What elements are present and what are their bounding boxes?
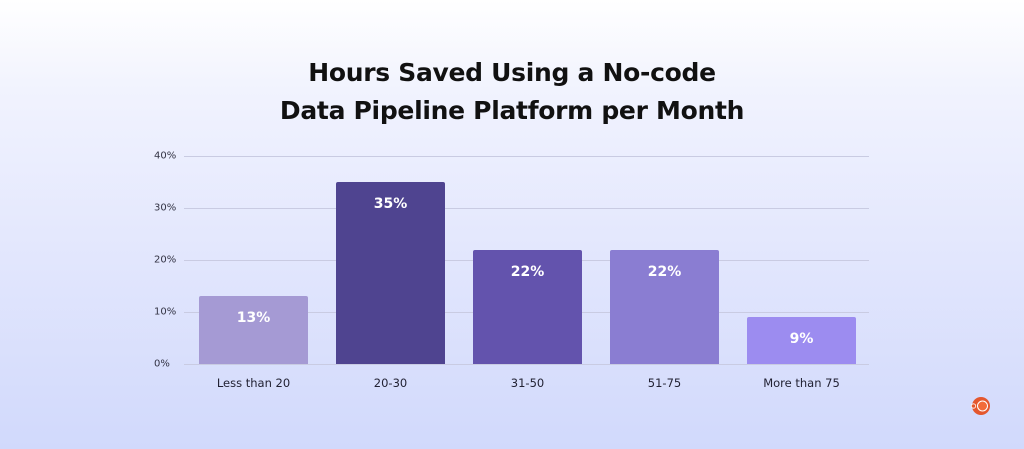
bar-value-label: 9% (789, 331, 814, 348)
x-tick-label: 51-75 (647, 376, 682, 390)
y-tick-label: 10% (154, 306, 177, 318)
orange-circle-logo-icon (970, 397, 990, 415)
bar-value-label: 13% (236, 310, 271, 327)
x-tick-label: More than 75 (763, 376, 840, 390)
y-tick-label: 40% (154, 150, 177, 162)
bar: 35% (336, 182, 445, 364)
bar-value-label: 22% (647, 263, 682, 280)
y-tick-label: 0% (154, 358, 170, 370)
y-tick-label: 20% (154, 254, 177, 266)
chart-title: Hours Saved Using a No-code Data Pipelin… (0, 54, 1024, 130)
bar: 13% (199, 296, 308, 364)
x-tick-label: Less than 20 (216, 376, 291, 390)
gridline-40 (184, 156, 869, 157)
chart-title-line-1: Hours Saved Using a No-code (308, 58, 716, 87)
bar: 9% (747, 317, 856, 364)
x-tick-label: 20-30 (373, 376, 408, 390)
gridline-0 (184, 364, 869, 365)
bar: 22% (610, 249, 719, 364)
y-tick-label: 30% (154, 202, 177, 214)
chart-title-line-2: Data Pipeline Platform per Month (279, 96, 745, 125)
bar: 22% (473, 249, 582, 364)
gridline-30 (184, 208, 869, 209)
bar-value-label: 22% (510, 263, 545, 280)
x-tick-label: 31-50 (510, 376, 545, 390)
bar-value-label: 35% (373, 196, 408, 212)
